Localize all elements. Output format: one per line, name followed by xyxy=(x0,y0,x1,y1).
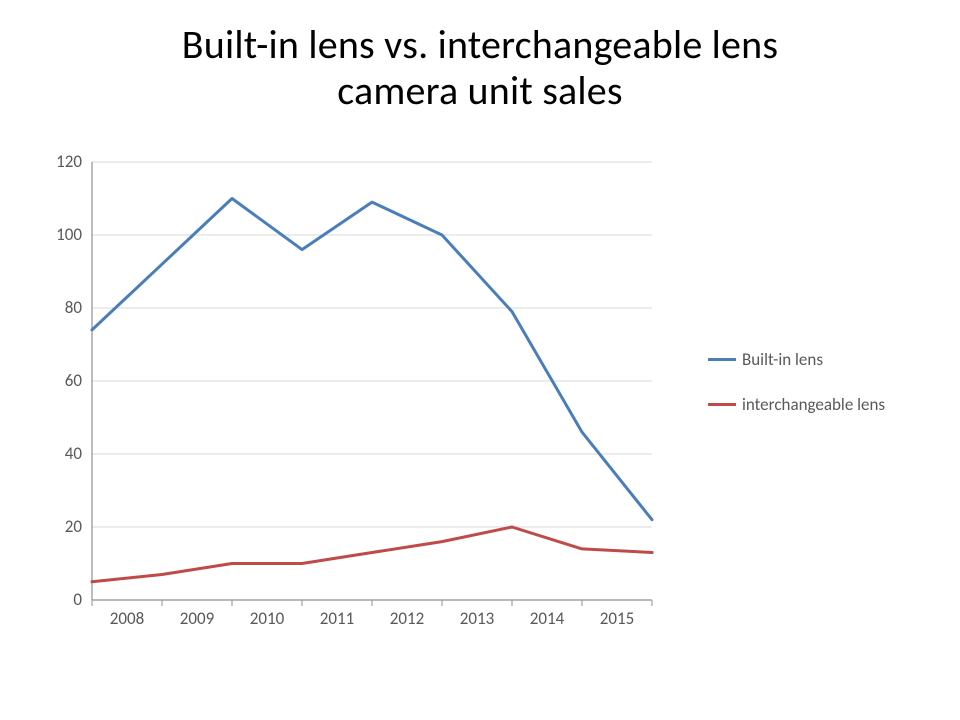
x-tick-label: 2009 xyxy=(180,608,215,629)
x-tick-label: 2012 xyxy=(390,608,424,629)
x-tick-label: 2014 xyxy=(530,608,565,629)
y-tick-label: 40 xyxy=(65,443,83,464)
legend-item: Built-in lens xyxy=(708,346,885,373)
legend-item: interchangeable lens xyxy=(708,391,885,418)
legend-swatch xyxy=(708,403,736,406)
legend-label: Built-in lens xyxy=(742,346,823,373)
chart-legend: Built-in lens interchangeable lens xyxy=(708,346,885,436)
legend-swatch xyxy=(708,358,736,361)
x-tick-label: 2013 xyxy=(460,608,494,629)
y-tick-label: 0 xyxy=(73,589,82,610)
x-tick-label: 2015 xyxy=(600,608,634,629)
y-tick-label: 20 xyxy=(65,516,83,537)
x-tick-label: 2011 xyxy=(320,608,354,629)
series-line-1 xyxy=(92,527,652,582)
slide: Built-in lens vs. interchangeable lens c… xyxy=(0,0,960,720)
y-tick-label: 120 xyxy=(56,151,82,172)
y-tick-label: 60 xyxy=(65,370,83,391)
y-tick-label: 100 xyxy=(56,224,82,245)
x-tick-label: 2008 xyxy=(110,608,144,629)
legend-label: interchangeable lens xyxy=(742,391,885,418)
series-line-0 xyxy=(92,199,652,520)
x-tick-label: 2010 xyxy=(250,608,285,629)
y-tick-label: 80 xyxy=(65,297,83,318)
